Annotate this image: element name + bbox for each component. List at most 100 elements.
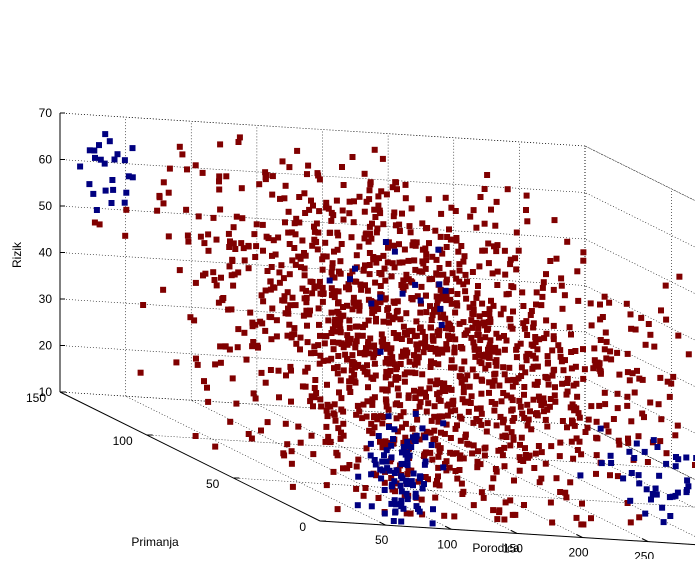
data-point (562, 357, 568, 364)
data-point (253, 221, 260, 228)
data-point (402, 451, 409, 458)
data-point (484, 172, 491, 178)
data-point (550, 333, 557, 340)
data-point (419, 220, 426, 227)
data-point (492, 344, 499, 351)
data-point (513, 229, 520, 236)
data-point (463, 295, 470, 302)
data-point (297, 346, 303, 353)
data-point (367, 452, 374, 459)
data-point (543, 330, 550, 337)
data-point (480, 494, 487, 501)
data-point (213, 236, 220, 243)
data-point (445, 260, 452, 267)
data-point (574, 447, 581, 453)
data-point (517, 457, 524, 463)
data-point (499, 452, 506, 459)
data-point (406, 328, 412, 335)
data-point (627, 519, 634, 526)
data-point (410, 482, 416, 489)
data-point (416, 436, 423, 443)
data-point (685, 351, 692, 358)
data-point (446, 401, 452, 408)
data-point (663, 460, 670, 467)
data-point (407, 510, 414, 517)
data-point (601, 389, 608, 396)
data-point (472, 353, 479, 360)
data-point (567, 479, 574, 486)
data-point (434, 391, 441, 398)
data-point (390, 436, 396, 442)
data-point (398, 353, 405, 360)
data-point (395, 332, 402, 339)
data-point (436, 294, 443, 300)
data-point (477, 337, 484, 343)
data-point (418, 283, 425, 290)
data-point (442, 194, 449, 201)
data-point (315, 342, 322, 349)
data-point (374, 225, 381, 232)
data-point (411, 352, 417, 359)
data-point (350, 219, 357, 226)
data-point (368, 235, 375, 242)
data-point (366, 271, 373, 278)
data-point (366, 223, 373, 230)
data-point (310, 403, 316, 410)
data-point (316, 321, 322, 328)
data-point (199, 169, 206, 176)
data-point (560, 367, 567, 374)
data-point (165, 189, 172, 196)
data-point (454, 422, 460, 429)
data-point (470, 339, 477, 346)
data-point (408, 205, 415, 212)
data-point (334, 246, 341, 253)
data-point (340, 344, 347, 351)
data-point (427, 429, 434, 436)
data-point (458, 243, 465, 249)
data-point (553, 475, 560, 482)
data-point (349, 306, 356, 313)
data-point (247, 309, 254, 316)
data-point (539, 284, 546, 291)
data-point (528, 426, 535, 433)
data-point (488, 206, 494, 213)
data-point (422, 389, 428, 396)
data-point (486, 389, 492, 396)
data-point (319, 266, 326, 273)
data-point (372, 348, 379, 354)
data-point (377, 438, 383, 445)
data-point (423, 428, 430, 435)
data-point (413, 341, 420, 348)
data-point (269, 252, 275, 259)
data-point (361, 208, 368, 215)
data-point (684, 477, 691, 484)
data-point (456, 467, 463, 473)
data-point (373, 318, 379, 325)
data-point (670, 373, 677, 380)
data-point (109, 177, 116, 183)
data-point (435, 361, 442, 368)
data-point (485, 240, 492, 247)
data-point (578, 521, 585, 528)
data-point (311, 228, 318, 235)
data-point (540, 395, 547, 402)
data-point (644, 459, 651, 465)
data-point (425, 400, 432, 407)
data-point (497, 311, 504, 318)
data-point (453, 275, 460, 282)
data-point (427, 303, 433, 310)
data-point (467, 400, 474, 406)
data-point (539, 293, 546, 300)
data-point (289, 483, 296, 490)
data-point (276, 279, 283, 286)
data-point (520, 303, 527, 309)
data-point (524, 218, 531, 225)
data-point (316, 278, 323, 285)
data-point (572, 348, 579, 354)
data-point (387, 368, 394, 374)
data-point (301, 190, 308, 197)
grid-line-floor-x (191, 399, 452, 530)
data-point (373, 259, 380, 266)
data-point (445, 332, 451, 339)
data-point (306, 311, 313, 318)
